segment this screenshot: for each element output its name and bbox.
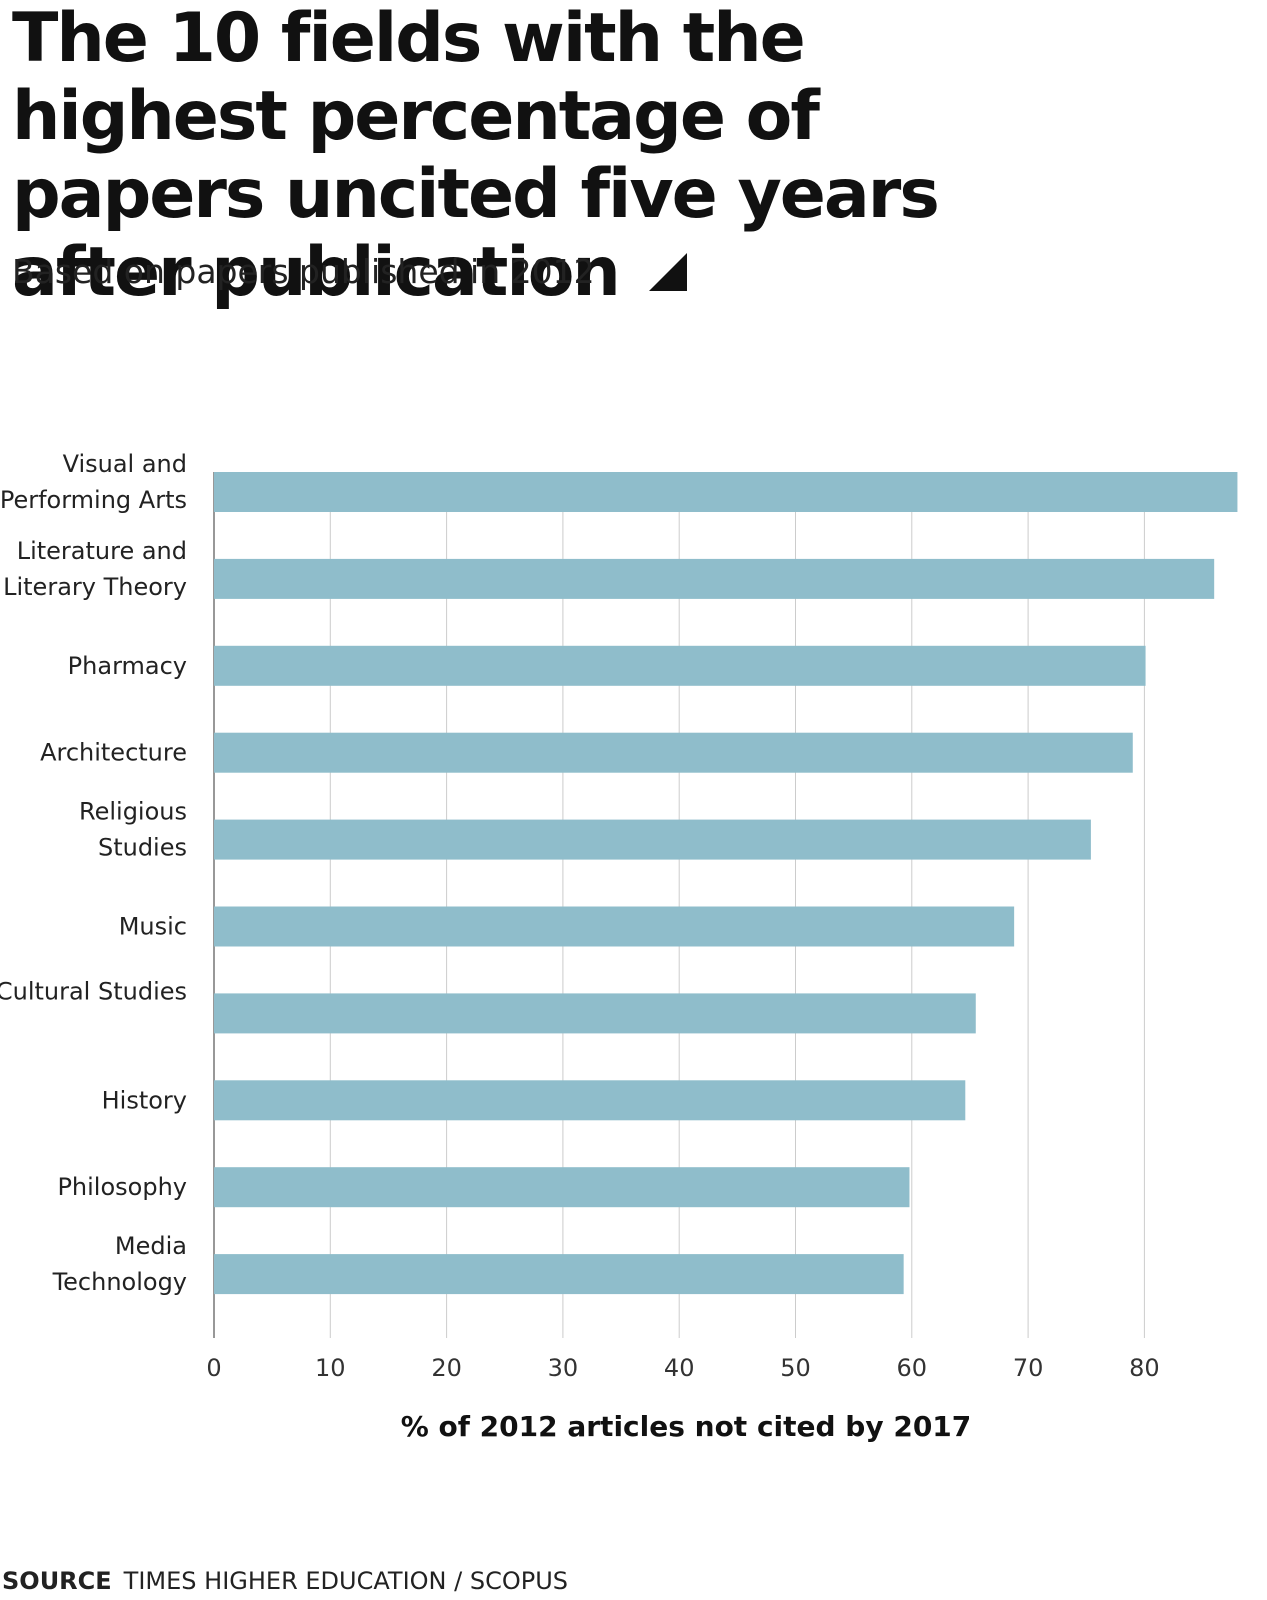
category-label: Pharmacy	[68, 652, 187, 680]
chart-title: The 10 fields with the highest percentag…	[12, 0, 1012, 312]
x-tick-label: 20	[431, 1354, 462, 1382]
bar	[214, 732, 1133, 773]
bar	[214, 472, 1238, 512]
bars	[214, 472, 1238, 1295]
source-credit: SOURCE TIMES HIGHER EDUCATION / SCOPUS	[2, 1566, 568, 1596]
category-label: Literature and Literary Theory	[3, 537, 187, 601]
x-tick-label: 10	[315, 1354, 346, 1382]
x-tick-label: 80	[1129, 1354, 1160, 1382]
x-tick-labels: 0 10 20 30 40 50 60 70 80	[206, 1354, 1159, 1382]
source-label: SOURCE	[2, 1567, 112, 1595]
category-label: Cultural Studies	[0, 977, 187, 1005]
bar	[214, 1254, 904, 1295]
category-label: History	[102, 1086, 187, 1114]
x-tick-label: 70	[1013, 1354, 1044, 1382]
x-tick-label: 30	[548, 1354, 579, 1382]
category-label: Visual and Performing Arts	[0, 450, 187, 514]
chart-subtitle: Based on papers published in 2012	[12, 252, 595, 291]
bar	[214, 993, 976, 1034]
category-label: Music	[119, 913, 187, 941]
source-text: TIMES HIGHER EDUCATION / SCOPUS	[123, 1567, 568, 1595]
bar	[214, 1080, 966, 1121]
category-label: Philosophy	[57, 1173, 187, 1201]
bar	[214, 558, 1215, 599]
x-axis-label: % of 2012 articles not cited by 2017	[401, 1410, 972, 1443]
bar	[214, 906, 1015, 947]
category-label: Media Technology	[52, 1232, 187, 1296]
bar-chart: Visual and Performing Arts Literature and L…	[0, 450, 1238, 1443]
grid-lines	[213, 472, 1145, 1338]
x-tick-label: 0	[206, 1354, 221, 1382]
category-labels: Visual and Performing Arts Literature and L…	[0, 450, 187, 1296]
x-tick-label: 60	[897, 1354, 928, 1382]
category-label: Religious Studies	[79, 798, 187, 862]
x-tick-label: 50	[780, 1354, 811, 1382]
category-label: Architecture	[40, 739, 187, 767]
bar	[214, 819, 1091, 860]
chart-title-text: The 10 fields with the highest percentag…	[12, 0, 940, 312]
x-tick-label: 40	[664, 1354, 695, 1382]
corner-triangle-icon	[648, 253, 687, 291]
bar	[214, 645, 1146, 686]
bar	[214, 1167, 910, 1208]
